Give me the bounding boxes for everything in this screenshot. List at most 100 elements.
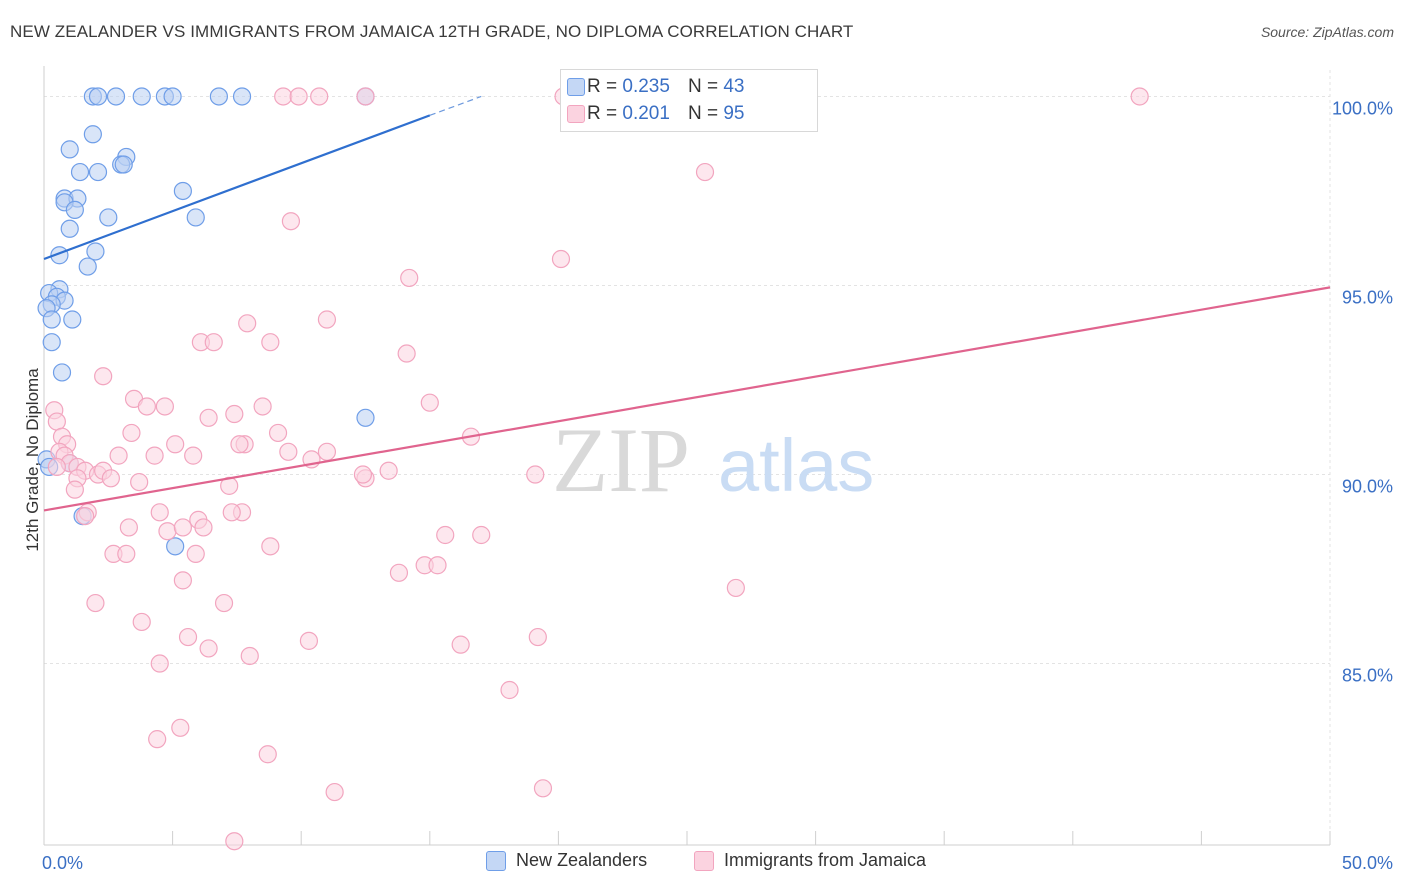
point-jamaica [173,518,192,537]
stats-swatch-pink [567,105,585,123]
point-jamaica [268,423,288,443]
point-jamaica [420,393,439,412]
stats-row-jamaica: R = 0.201 N = 95 [567,101,745,127]
point-new-zealander [78,257,97,276]
y-tick-label: 90.0% [1342,477,1393,497]
point-jamaica [155,397,174,416]
point-jamaica [528,627,547,647]
point-jamaica [158,522,177,541]
point-jamaica [279,442,298,461]
point-jamaica [428,556,447,575]
point-jamaica [186,544,205,564]
y-tick-label: 95.0% [1342,287,1393,307]
point-jamaica [726,578,745,598]
point-new-zealander [88,87,108,106]
point-jamaica [199,408,218,427]
trend-line-jamaica [43,286,1331,512]
point-jamaica [119,518,138,537]
point-jamaica [225,832,244,851]
point-jamaica [281,212,301,231]
stats-n-label: N = [687,103,719,124]
point-jamaica [356,87,375,106]
point-jamaica [178,627,198,647]
legend-item-new-zealanders[interactable]: New Zealanders [486,850,647,871]
point-jamaica [86,593,105,613]
stats-row-new-zealanders: R = 0.235 N = 43 [567,74,744,100]
point-jamaica [65,480,84,499]
x-tick-label: 50.0% [1342,853,1393,873]
y-tick-label: 85.0% [1342,666,1393,686]
point-jamaica [325,782,344,802]
point-jamaica [400,268,419,288]
point-jamaica [184,446,203,465]
point-jamaica [171,718,190,737]
point-new-zealander [65,200,84,219]
point-jamaica [695,162,715,182]
point-jamaica [317,442,337,461]
x-tick-label: 0.0% [42,853,83,873]
point-jamaica [47,412,66,431]
stats-n-label: N = [687,76,719,97]
point-jamaica [214,593,234,613]
point-jamaica [145,446,164,465]
point-new-zealander [52,363,72,382]
point-jamaica [317,310,337,329]
point-jamaica [551,249,571,269]
point-new-zealander [60,140,79,159]
legend-item-jamaica[interactable]: Immigrants from Jamaica [694,850,926,871]
point-jamaica [261,537,280,556]
stats-n-value: 95 [723,103,745,124]
series-legend: New Zealanders Immigrants from Jamaica [0,850,1406,880]
point-new-zealander [186,208,205,227]
stats-swatch-blue [567,78,585,96]
point-new-zealander [83,125,102,144]
tick-labels: 100.0% 95.0% 90.0% 85.0% 0.0% 50.0% [42,98,1393,873]
stats-r-label: R = [587,76,618,97]
point-jamaica [109,446,128,465]
legend-swatch-pink [694,850,714,871]
point-new-zealander [356,408,375,427]
point-jamaica [47,457,66,477]
stats-legend: R = 0.235 N = 43 R = 0.201 N = 95 [560,69,818,132]
point-jamaica [222,503,241,522]
point-jamaica [310,87,329,106]
point-jamaica [353,465,373,484]
point-jamaica [379,461,398,480]
point-new-zealander [232,87,252,106]
stats-r-value: 0.235 [622,76,670,97]
point-jamaica [94,367,113,386]
point-new-zealander [63,310,82,329]
point-jamaica [472,525,491,545]
point-new-zealander [209,87,228,106]
point-jamaica [173,571,192,590]
point-new-zealander [42,333,61,352]
point-jamaica [261,333,280,352]
point-jamaica [122,423,141,443]
point-jamaica [225,404,244,424]
data-points [37,87,1149,851]
point-jamaica [101,469,120,488]
point-jamaica [258,745,277,764]
trend-lines [43,95,1331,512]
point-jamaica [389,563,409,582]
point-jamaica [238,314,257,333]
point-jamaica [204,333,223,352]
point-jamaica [289,87,308,106]
stats-r-label: R = [587,103,618,124]
point-jamaica [132,612,151,632]
point-jamaica [436,525,455,545]
point-jamaica [240,646,259,666]
legend-label: Immigrants from Jamaica [724,850,927,870]
point-jamaica [230,435,249,454]
point-jamaica [397,344,416,363]
point-jamaica [299,631,319,650]
point-jamaica [1130,87,1149,106]
point-new-zealander [114,155,133,174]
watermark-zip: ZIP [552,409,690,511]
trend-line-extension [429,95,482,116]
point-new-zealander [132,87,151,106]
legend-swatch-blue [486,850,506,871]
point-jamaica [451,635,470,654]
legend-label: New Zealanders [516,850,648,870]
